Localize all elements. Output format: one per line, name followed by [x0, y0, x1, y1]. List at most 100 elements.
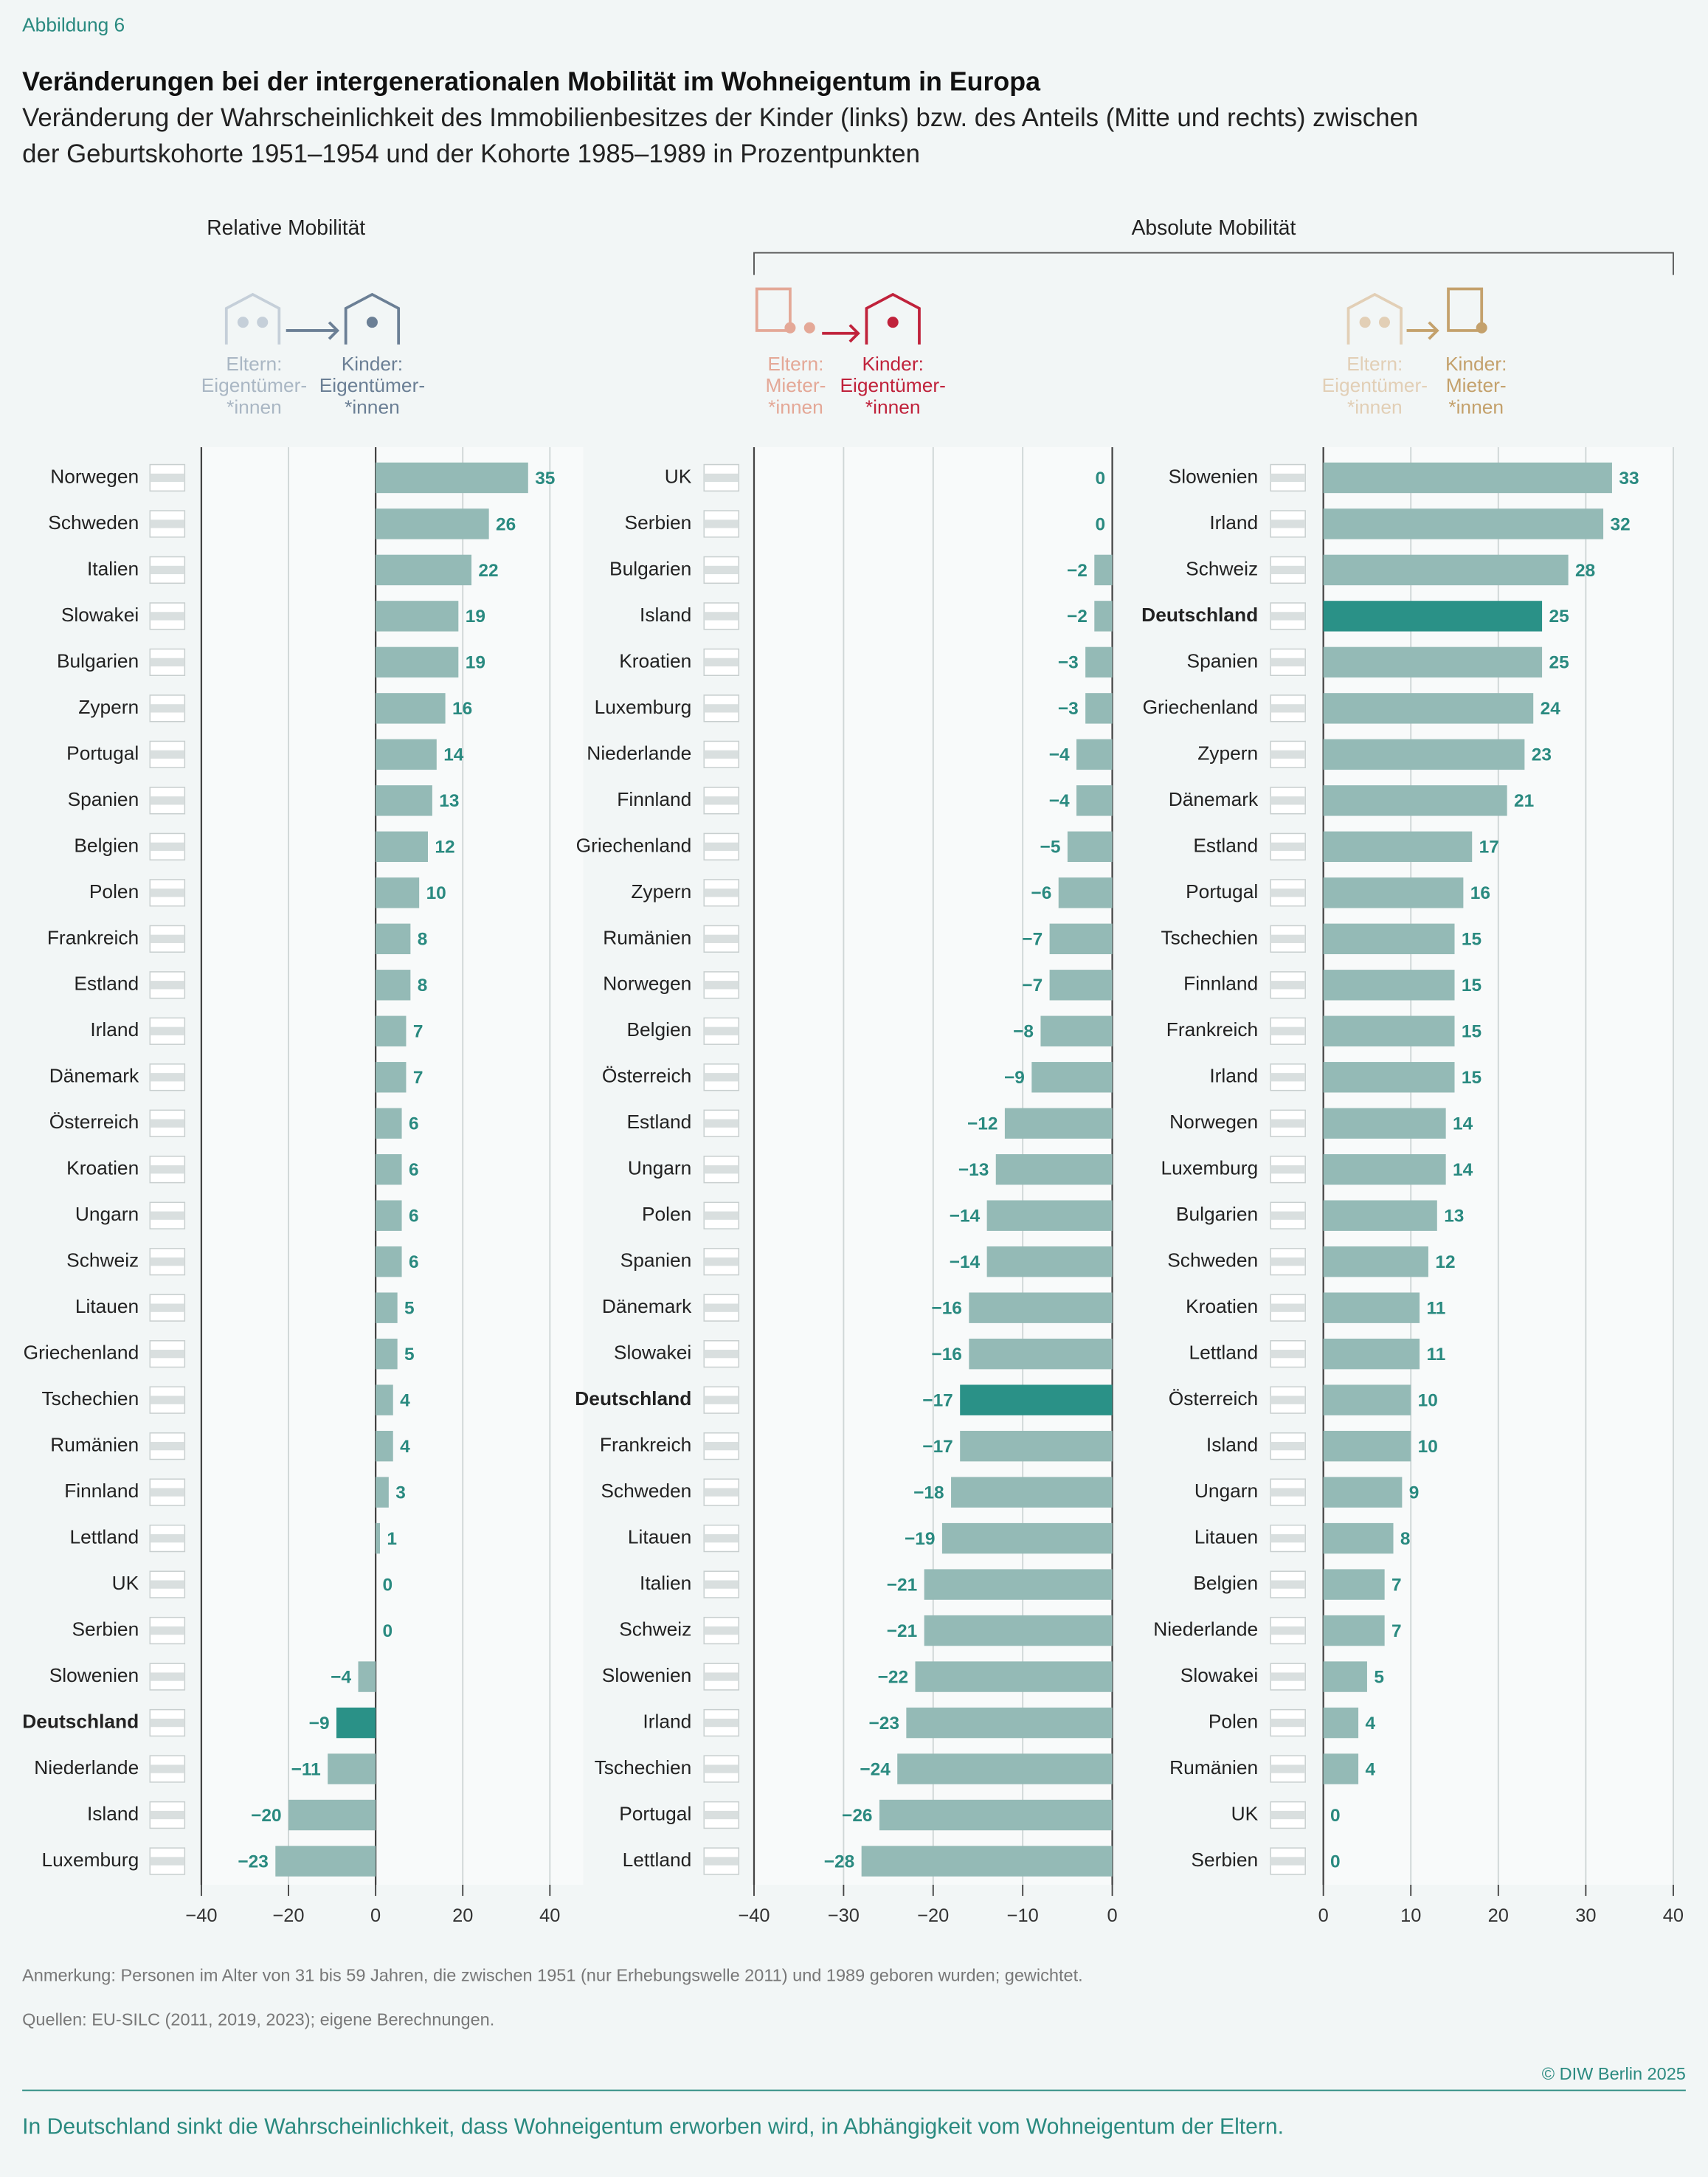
bracket: [753, 252, 1674, 275]
category-label: Zypern: [631, 880, 691, 903]
flag-stripe: [1270, 704, 1306, 713]
category-label: Rumänien: [1169, 1756, 1258, 1778]
x-tick-label: −20: [917, 1905, 949, 1926]
value-label: 28: [1575, 561, 1595, 581]
house-icon: [865, 292, 921, 345]
bar: [1323, 508, 1604, 539]
category-label: Rumänien: [603, 926, 691, 948]
person-icon: [803, 322, 815, 334]
value-label: 5: [1374, 1667, 1384, 1687]
category-label: Belgien: [626, 1018, 691, 1041]
value-label: 4: [1365, 1714, 1375, 1733]
flag-stripe: [704, 1073, 739, 1082]
category-label: Österreich: [602, 1065, 691, 1087]
category-label: Island: [1206, 1434, 1258, 1456]
person-icon: [257, 317, 269, 328]
flag-stripe: [150, 1350, 185, 1359]
flag-stripe: [150, 1165, 185, 1174]
bar: [376, 1062, 407, 1093]
category-label: Ungarn: [1194, 1480, 1258, 1502]
flag-stripe: [150, 1027, 185, 1035]
category-label: Serbien: [72, 1618, 139, 1640]
category-label: Ungarn: [75, 1203, 139, 1225]
flag-stripe: [704, 1441, 739, 1451]
value-label: −21: [887, 1575, 917, 1595]
flag-stripe: [1270, 473, 1306, 483]
house-icon: [344, 292, 401, 345]
bar: [376, 646, 459, 678]
person-icon: [1378, 317, 1390, 328]
value-label: 0: [1330, 1852, 1341, 1871]
bar: [376, 601, 459, 632]
flag-stripe: [704, 1027, 739, 1035]
category-label: Niederlande: [587, 742, 691, 764]
figure-label: Abbildung 6: [22, 14, 125, 36]
category-label: Island: [87, 1802, 139, 1824]
value-label: 0: [1096, 514, 1106, 534]
category-label: Deutschland: [575, 1387, 691, 1410]
category-label: Zypern: [1197, 742, 1258, 764]
flag-stripe: [704, 1395, 739, 1404]
house-icon: [224, 292, 281, 345]
category-label: Estland: [626, 1111, 691, 1133]
bar: [1323, 831, 1473, 863]
flag-stripe: [704, 1165, 739, 1174]
flag-stripe: [704, 1257, 739, 1266]
bar: [1323, 877, 1464, 908]
bar: [1323, 554, 1569, 586]
bar: [376, 831, 428, 863]
category-label: Niederlande: [1153, 1618, 1258, 1640]
flag-stripe: [704, 1718, 739, 1728]
category-label: Dänemark: [49, 1065, 139, 1087]
flag-stripe: [704, 1764, 739, 1773]
bar: [376, 923, 411, 955]
value-label: 4: [1365, 1759, 1375, 1779]
value-label: −20: [251, 1806, 281, 1826]
legend-label: *innen: [345, 396, 400, 418]
value-label: 16: [452, 699, 472, 719]
value-label: −9: [309, 1714, 330, 1733]
bar: [376, 1200, 402, 1231]
flag-stripe: [150, 796, 185, 805]
value-label: 25: [1549, 607, 1569, 627]
flag-stripe: [150, 704, 185, 713]
category-label: Polen: [89, 880, 139, 903]
bar: [1094, 601, 1113, 632]
bar: [915, 1661, 1113, 1692]
person-icon: [887, 317, 899, 328]
bar: [906, 1707, 1113, 1739]
category-label: Italien: [640, 1572, 691, 1594]
value-label: −14: [950, 1207, 981, 1226]
value-label: 12: [1435, 1252, 1455, 1272]
flag-stripe: [704, 565, 739, 575]
flag-stripe: [150, 934, 185, 943]
flag-stripe: [150, 1718, 185, 1728]
value-label: 8: [418, 976, 428, 996]
bar: [941, 1522, 1113, 1554]
document-icon: [755, 287, 792, 332]
value-label: 5: [404, 1299, 415, 1319]
bar: [1323, 785, 1507, 816]
category-label: Schweden: [48, 511, 139, 534]
category-label: Serbien: [625, 511, 692, 534]
bar: [1323, 1384, 1411, 1415]
value-label: 10: [1418, 1437, 1438, 1457]
group-heading: Relative Mobilität: [207, 215, 365, 239]
x-tick-label: 20: [452, 1905, 473, 1926]
value-label: 23: [1532, 745, 1552, 765]
flag-stripe: [150, 612, 185, 621]
flag-stripe: [704, 1857, 739, 1866]
bar: [1323, 1477, 1403, 1508]
x-tick-label: −30: [828, 1905, 860, 1926]
flag-stripe: [704, 1580, 739, 1589]
value-label: −3: [1058, 653, 1079, 673]
x-tick-label: 40: [539, 1905, 560, 1926]
bar: [1323, 1200, 1437, 1231]
flag-stripe: [150, 1672, 185, 1681]
bar: [376, 1338, 398, 1370]
flag-stripe: [1270, 750, 1306, 759]
value-label: 13: [439, 791, 459, 811]
arrow: [1406, 321, 1439, 340]
category-label: Estland: [1193, 834, 1258, 856]
